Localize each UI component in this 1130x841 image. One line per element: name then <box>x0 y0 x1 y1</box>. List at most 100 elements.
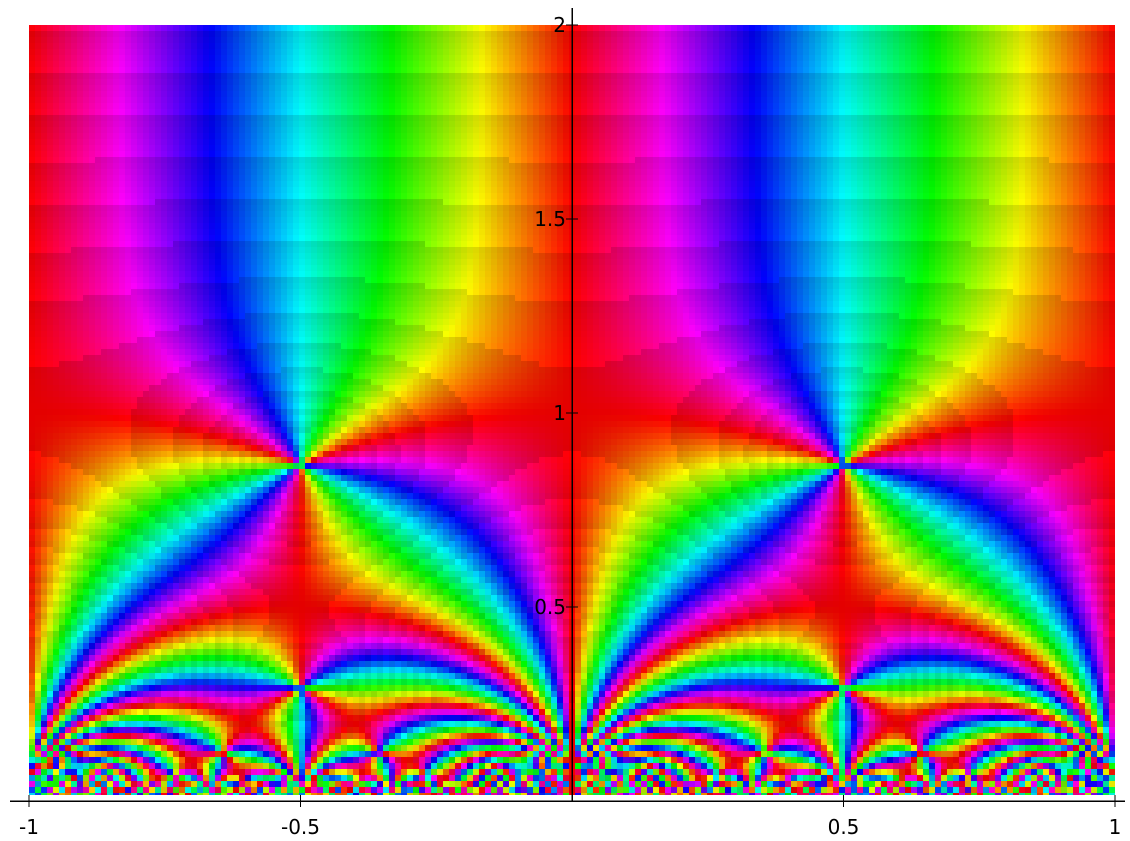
plot-cell <box>377 145 383 151</box>
plot-cell <box>743 85 749 91</box>
plot-cell <box>173 61 179 67</box>
plot-cell <box>383 55 389 61</box>
plot-cell <box>833 157 839 163</box>
plot-cell <box>53 37 59 43</box>
plot-cell <box>335 91 341 97</box>
plot-cell <box>413 133 419 139</box>
plot-cell <box>29 127 35 133</box>
plot-cell <box>209 175 215 181</box>
plot-cell <box>689 133 695 139</box>
plot-cell <box>587 37 593 43</box>
plot-cell <box>1031 91 1037 97</box>
plot-cell <box>119 79 125 85</box>
plot-cell <box>995 103 1001 109</box>
plot-cell <box>677 55 683 61</box>
plot-cell <box>329 127 335 133</box>
plot-cell <box>641 97 647 103</box>
plot-cell <box>281 91 287 97</box>
plot-cell <box>353 55 359 61</box>
plot-cell <box>299 145 305 151</box>
plot-cell <box>551 181 557 187</box>
plot-cell <box>947 127 953 133</box>
plot-cell <box>287 49 293 55</box>
plot-cell <box>557 151 563 157</box>
plot-cell <box>1109 151 1115 157</box>
plot-cell <box>761 181 767 187</box>
plot-cell <box>473 139 479 145</box>
plot-cell <box>167 91 173 97</box>
plot-cell <box>335 43 341 49</box>
plot-cell <box>599 73 605 79</box>
plot-cell <box>617 187 623 193</box>
plot-cell <box>917 139 923 145</box>
plot-cell <box>755 139 761 145</box>
plot-cell <box>77 115 83 121</box>
plot-cell <box>275 91 281 97</box>
plot-cell <box>905 97 911 103</box>
plot-cell <box>983 181 989 187</box>
plot-cell <box>929 97 935 103</box>
plot-cell <box>365 145 371 151</box>
plot-cell <box>443 127 449 133</box>
plot-cell <box>719 157 725 163</box>
plot-cell <box>839 103 845 109</box>
plot-cell <box>689 55 695 61</box>
plot-cell <box>1019 181 1025 187</box>
plot-cell <box>1013 85 1019 91</box>
plot-cell <box>713 103 719 109</box>
plot-cell <box>1055 175 1061 181</box>
plot-cell <box>587 91 593 97</box>
plot-cell <box>425 55 431 61</box>
plot-cell <box>725 49 731 55</box>
plot-cell <box>875 85 881 91</box>
plot-cell <box>269 61 275 67</box>
plot-cell <box>299 133 305 139</box>
plot-cell <box>617 109 623 115</box>
plot-cell <box>257 139 263 145</box>
plot-cell <box>449 169 455 175</box>
plot-cell <box>797 139 803 145</box>
plot-cell <box>347 61 353 67</box>
plot-cell <box>737 121 743 127</box>
plot-cell <box>605 73 611 79</box>
plot-cell <box>479 37 485 43</box>
plot-cell <box>869 25 875 31</box>
plot-cell <box>335 73 341 79</box>
plot-cell <box>1013 175 1019 181</box>
plot-cell <box>425 91 431 97</box>
plot-cell <box>809 91 815 97</box>
plot-cell <box>227 67 233 73</box>
plot-cell <box>479 175 485 181</box>
plot-cell <box>275 139 281 145</box>
plot-cell <box>797 67 803 73</box>
plot-cell <box>611 97 617 103</box>
plot-cell <box>137 151 143 157</box>
plot-cell <box>665 181 671 187</box>
plot-cell <box>1103 151 1109 157</box>
plot-cell <box>353 151 359 157</box>
plot-cell <box>899 115 905 121</box>
plot-cell <box>941 127 947 133</box>
plot-cell <box>1067 109 1073 115</box>
plot-cell <box>317 175 323 181</box>
plot-cell <box>605 55 611 61</box>
plot-cell <box>827 127 833 133</box>
plot-cell <box>995 37 1001 43</box>
plot-cell <box>389 175 395 181</box>
plot-cell <box>641 169 647 175</box>
plot-cell <box>509 97 515 103</box>
plot-cell <box>707 139 713 145</box>
plot-cell <box>365 115 371 121</box>
plot-cell <box>173 73 179 79</box>
plot-cell <box>545 91 551 97</box>
plot-cell <box>245 139 251 145</box>
plot-cell <box>833 109 839 115</box>
plot-cell <box>185 121 191 127</box>
plot-cell <box>419 97 425 103</box>
plot-cell <box>1025 97 1031 103</box>
plot-cell <box>797 121 803 127</box>
plot-cell <box>749 85 755 91</box>
plot-cell <box>131 109 137 115</box>
plot-cell <box>245 37 251 43</box>
plot-cell <box>839 79 845 85</box>
